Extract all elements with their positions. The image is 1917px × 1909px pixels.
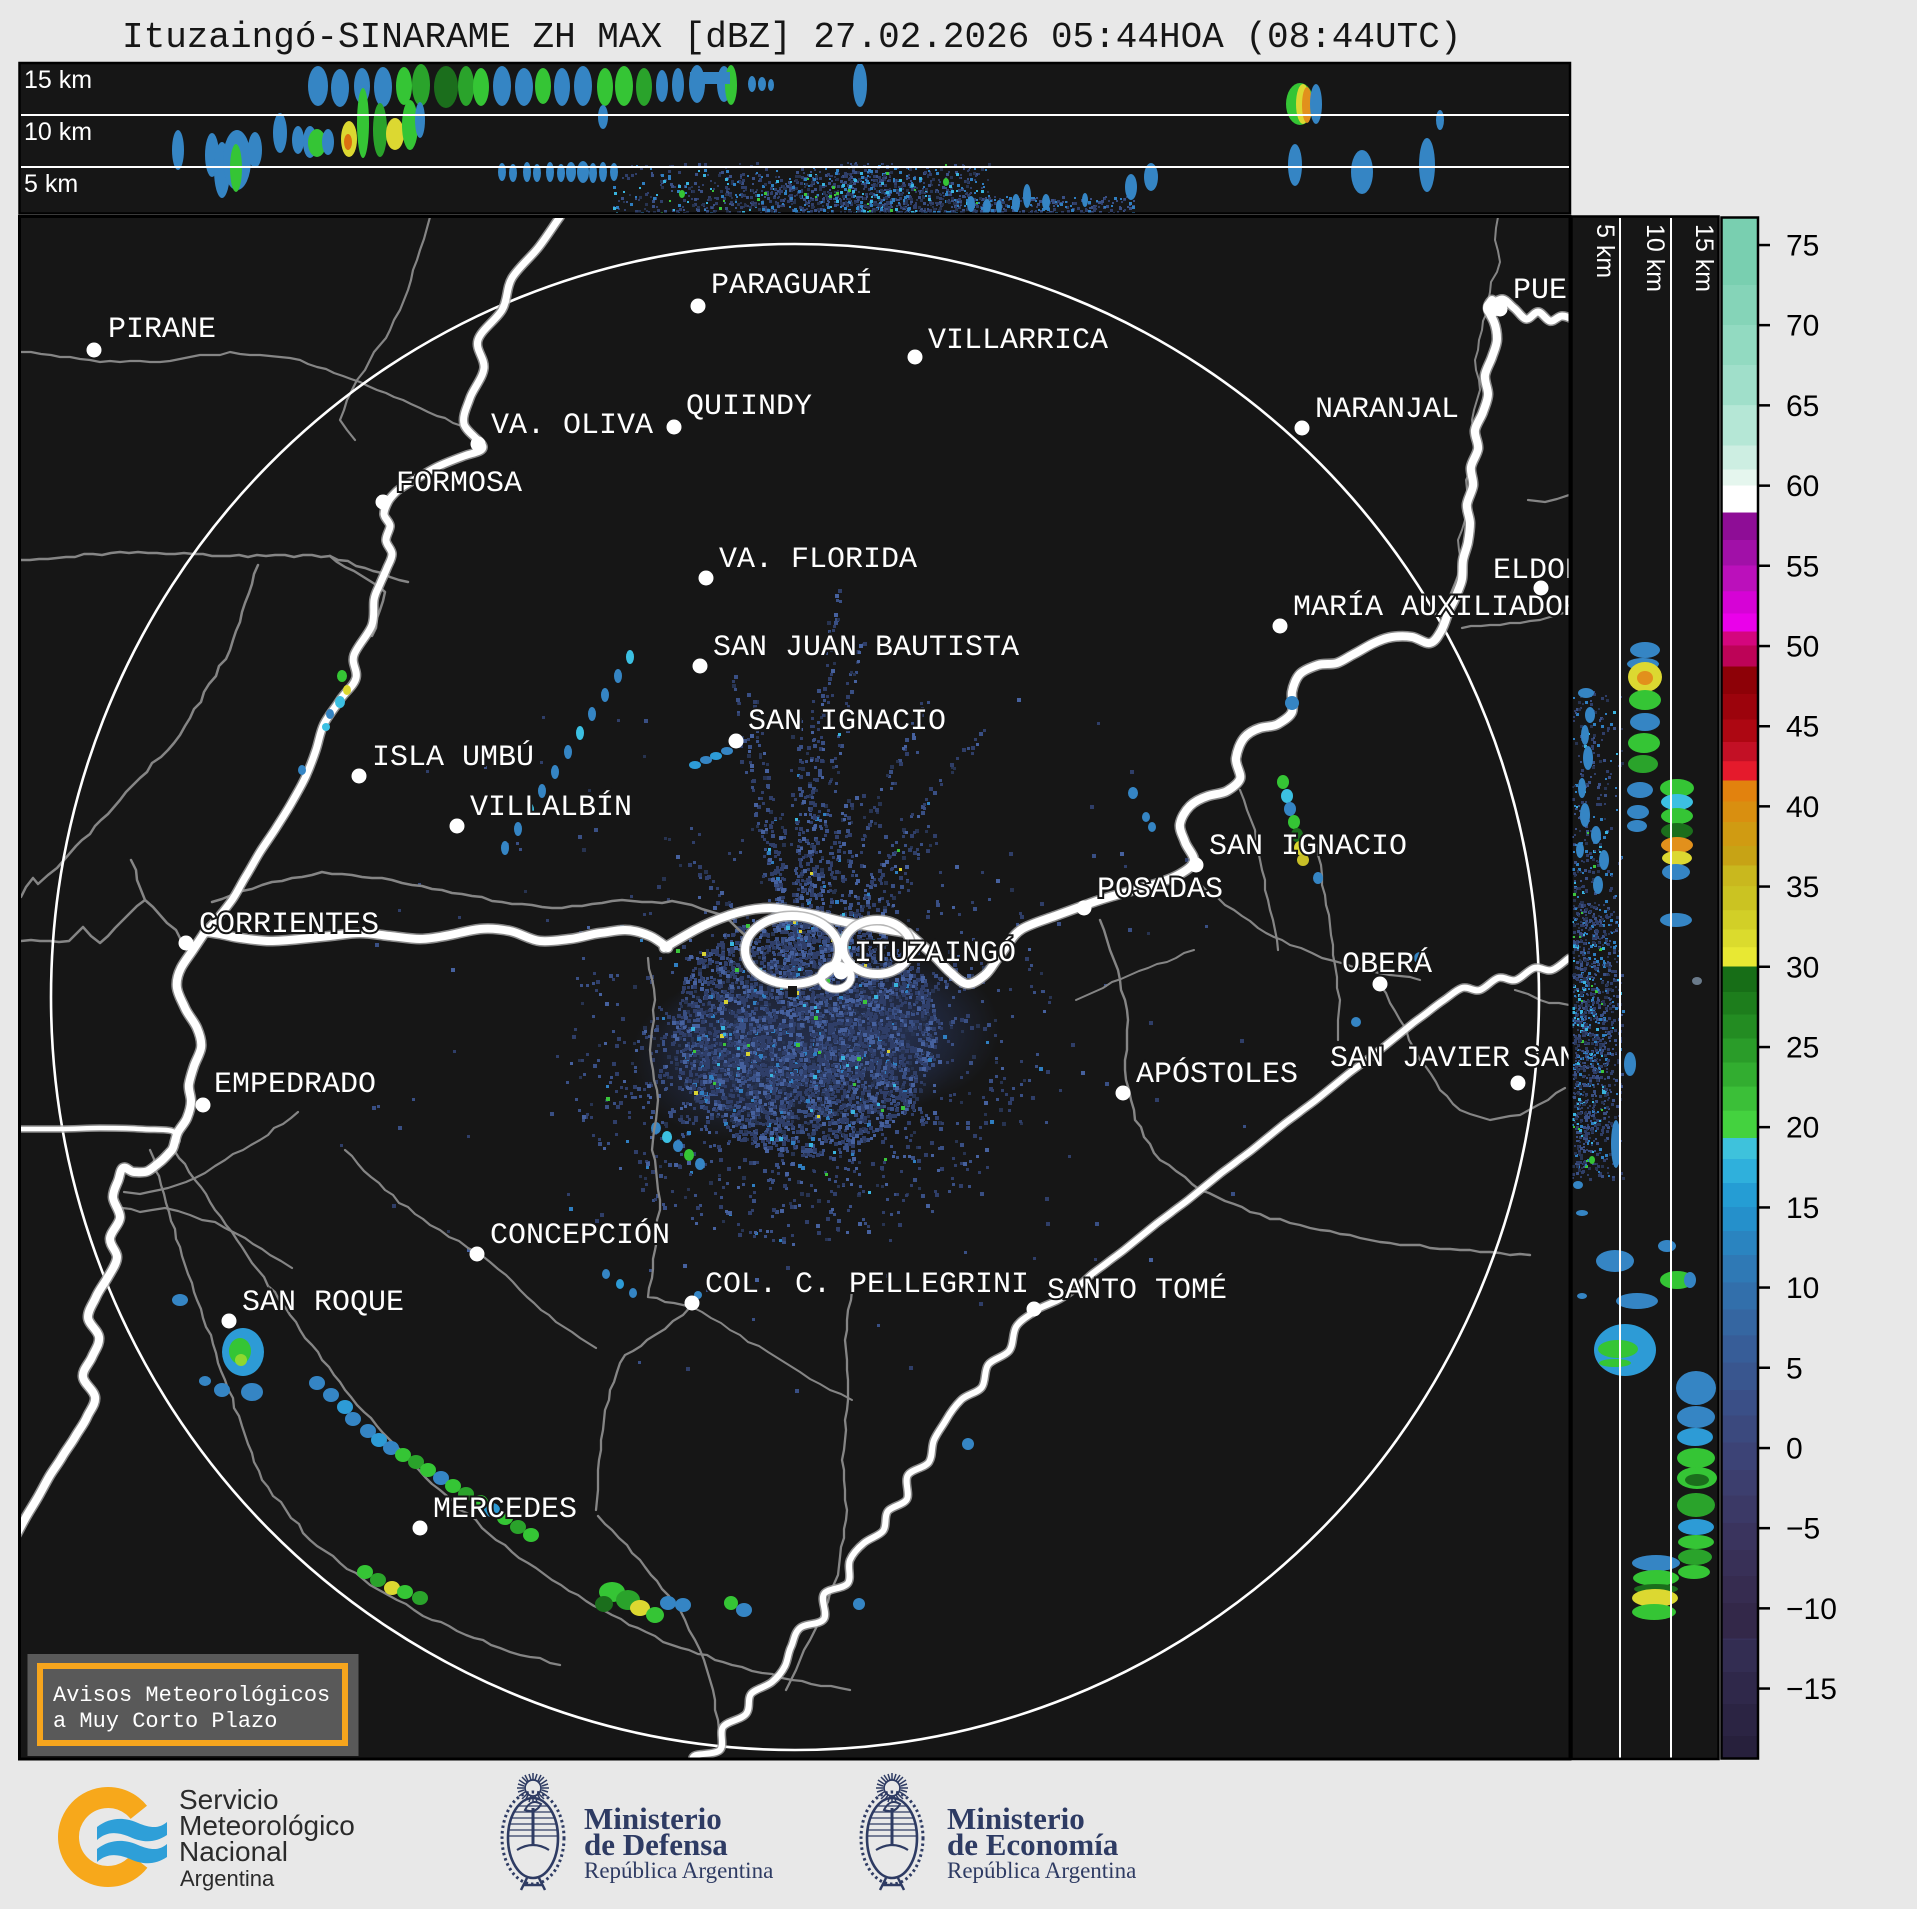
svg-text:SAN JUAN BAUTISTA: SAN JUAN BAUTISTA [713, 631, 1019, 665]
svg-text:Nacional: Nacional [179, 1836, 288, 1867]
svg-text:Ministerio: Ministerio [584, 1801, 722, 1836]
svg-text:SAN IGNACIO: SAN IGNACIO [1209, 830, 1407, 864]
svg-text:15 km: 15 km [24, 66, 92, 94]
svg-text:15 km: 15 km [1690, 224, 1718, 292]
svg-text:NARANJAL: NARANJAL [1315, 393, 1459, 427]
svg-text:10: 10 [1786, 1272, 1819, 1305]
svg-text:Meteorológico: Meteorológico [179, 1810, 355, 1841]
svg-text:SANTO TOMÉ: SANTO TOMÉ [1047, 1273, 1227, 1308]
svg-text:SAN: SAN [1523, 1042, 1577, 1076]
svg-text:PIRANE: PIRANE [108, 313, 216, 347]
svg-text:República Argentina: República Argentina [584, 1858, 773, 1883]
svg-text:5: 5 [1786, 1352, 1803, 1385]
svg-text:10 km: 10 km [24, 118, 92, 146]
svg-text:VA. FLORIDA: VA. FLORIDA [719, 543, 917, 577]
svg-text:−10: −10 [1786, 1593, 1837, 1626]
svg-text:Servicio: Servicio [179, 1784, 279, 1815]
svg-text:FORMOSA: FORMOSA [396, 467, 522, 501]
svg-text:Argentina: Argentina [180, 1866, 275, 1891]
svg-text:55: 55 [1786, 550, 1819, 583]
svg-text:Ministerio: Ministerio [947, 1801, 1085, 1836]
svg-text:25: 25 [1786, 1032, 1819, 1065]
svg-text:VA. OLIVA: VA. OLIVA [491, 409, 653, 443]
svg-text:de Economía: de Economía [947, 1827, 1119, 1862]
svg-text:0: 0 [1786, 1433, 1803, 1466]
svg-text:20: 20 [1786, 1112, 1819, 1145]
svg-text:PUERTO: PUERTO [1513, 274, 1621, 308]
svg-text:30: 30 [1786, 951, 1819, 984]
svg-text:5 km: 5 km [1591, 224, 1619, 278]
svg-text:OBERÁ: OBERÁ [1342, 947, 1432, 982]
svg-text:de Defensa: de Defensa [584, 1827, 728, 1862]
svg-text:65: 65 [1786, 390, 1819, 423]
svg-text:SAN ROQUE: SAN ROQUE [242, 1286, 404, 1320]
svg-text:SAN JAVIER: SAN JAVIER [1330, 1042, 1510, 1076]
svg-text:CONCEPCIÓN: CONCEPCIÓN [490, 1218, 670, 1253]
svg-text:60: 60 [1786, 470, 1819, 503]
svg-text:ISLA UMBÚ: ISLA UMBÚ [372, 740, 534, 775]
svg-text:MARÍA AUXILIADORA: MARÍA AUXILIADORA [1293, 590, 1599, 625]
svg-text:VILLARRICA: VILLARRICA [928, 324, 1108, 358]
svg-text:35: 35 [1786, 871, 1819, 904]
svg-text:CORRIENTES: CORRIENTES [199, 908, 379, 942]
svg-text:70: 70 [1786, 310, 1819, 343]
svg-text:10 km: 10 km [1641, 224, 1669, 292]
svg-text:ELDORADO: ELDORADO [1493, 554, 1637, 588]
svg-text:MERCEDES: MERCEDES [433, 1493, 577, 1527]
svg-text:75: 75 [1786, 230, 1819, 263]
svg-text:45: 45 [1786, 711, 1819, 744]
svg-text:VILLALBÍN: VILLALBÍN [470, 790, 632, 825]
svg-text:a Muy Corto Plazo: a Muy Corto Plazo [53, 1709, 277, 1734]
svg-text:APÓSTOLES: APÓSTOLES [1136, 1057, 1298, 1092]
svg-text:−15: −15 [1786, 1673, 1837, 1706]
svg-text:−5: −5 [1786, 1513, 1820, 1546]
svg-text:EMPEDRADO: EMPEDRADO [214, 1068, 376, 1102]
svg-text:QUIINDY: QUIINDY [686, 390, 812, 424]
svg-text:SAN IGNACIO: SAN IGNACIO [748, 705, 946, 739]
svg-text:PARAGUARÍ: PARAGUARÍ [711, 268, 873, 303]
svg-text:Avisos Meteorológicos: Avisos Meteorológicos [53, 1683, 330, 1708]
svg-text:COL. C. PELLEGRINI: COL. C. PELLEGRINI [705, 1268, 1029, 1302]
svg-text:República Argentina: República Argentina [947, 1858, 1136, 1883]
svg-text:Ituzaingó-SINARAME ZH MAX [dBZ: Ituzaingó-SINARAME ZH MAX [dBZ] 27.02.20… [122, 17, 1461, 58]
svg-text:15: 15 [1786, 1192, 1819, 1225]
svg-text:50: 50 [1786, 631, 1819, 664]
svg-text:POSADAS: POSADAS [1097, 873, 1223, 907]
svg-text:ITUZAINGÓ: ITUZAINGÓ [854, 936, 1016, 971]
svg-text:40: 40 [1786, 791, 1819, 824]
svg-text:5 km: 5 km [24, 170, 78, 198]
